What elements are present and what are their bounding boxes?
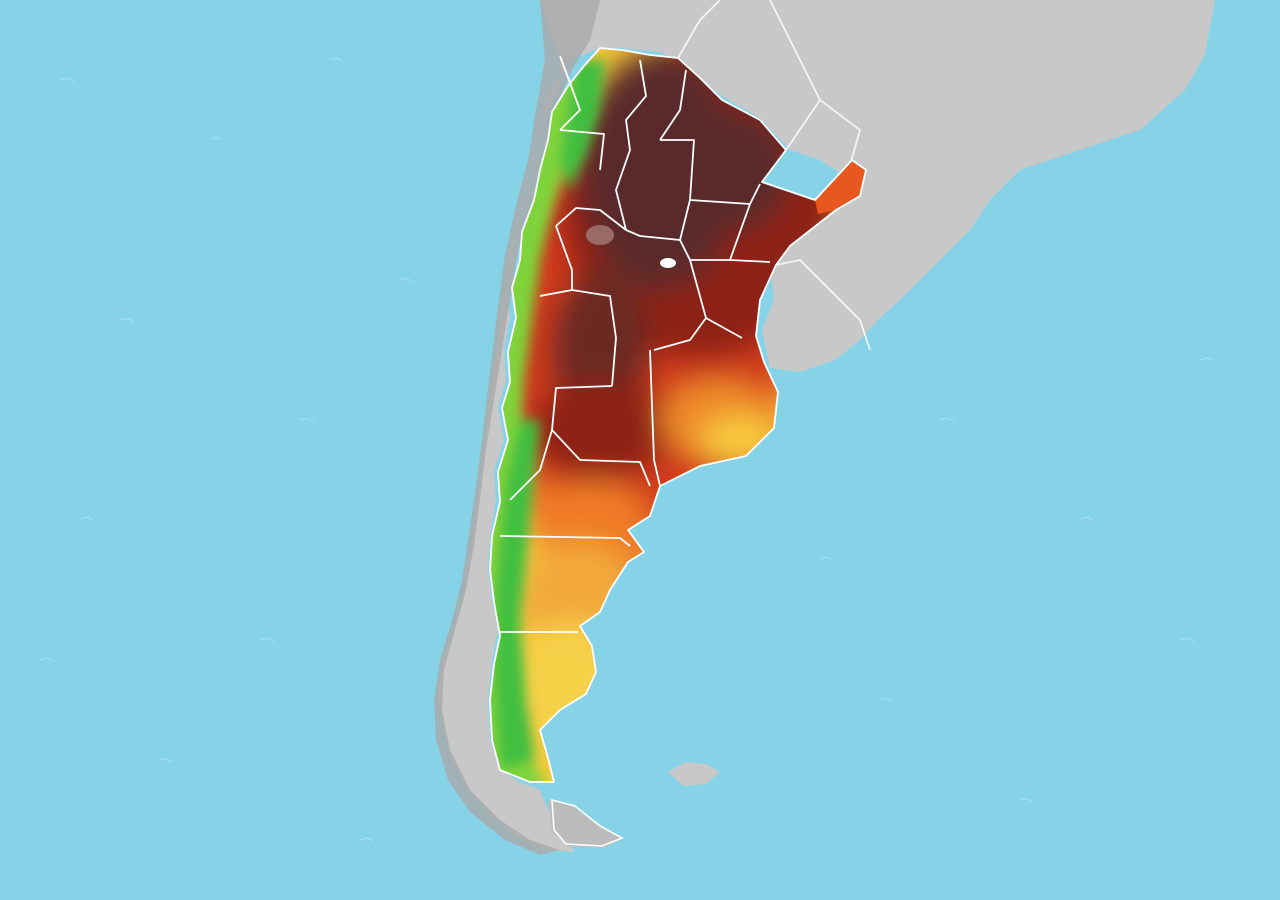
- continent-land: [434, 0, 1215, 855]
- misiones-region: [815, 160, 866, 214]
- tierra-del-fuego-border: [551, 798, 624, 847]
- neighbor-borders: [677, 0, 871, 351]
- provincial-borders: [489, 47, 867, 783]
- ocean-texture: [39, 57, 1215, 842]
